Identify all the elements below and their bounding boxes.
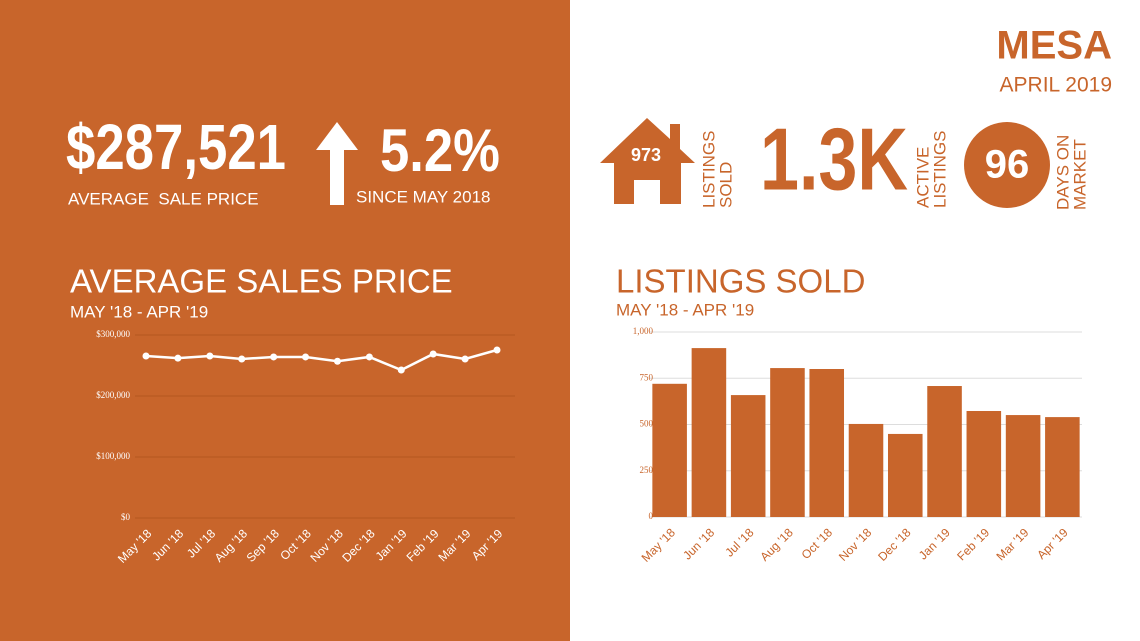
point — [333, 357, 341, 365]
bar — [1005, 415, 1041, 517]
bar — [809, 369, 845, 517]
point — [397, 366, 405, 374]
y-tick-label: $100,000 — [96, 451, 130, 461]
sold-value: 973 — [631, 145, 661, 165]
y-tick-label: $300,000 — [96, 329, 130, 339]
y-tick-label: 1,000 — [633, 326, 654, 336]
active-label: ACTIVE LISTINGS — [913, 131, 949, 208]
point — [302, 353, 310, 361]
days-label-line: MARKET — [1070, 139, 1089, 210]
city: MESA — [996, 24, 1112, 68]
days-value: 96 — [985, 143, 1030, 187]
sold-label-line: SOLD — [716, 162, 735, 208]
bar — [1045, 417, 1080, 517]
price-label: AVERAGE SALE PRICE — [68, 189, 259, 208]
point — [142, 352, 150, 360]
days-circle — [964, 122, 1050, 208]
days-label-line: DAYS ON — [1053, 135, 1072, 210]
bar — [927, 386, 962, 517]
bar — [730, 395, 766, 517]
point — [174, 354, 182, 362]
point — [270, 353, 278, 361]
line — [145, 348, 498, 372]
active-label-line: LISTINGS — [930, 131, 949, 208]
chart-subtitle: MAY '18 - APR '19 — [70, 302, 208, 321]
point — [493, 346, 501, 354]
point — [365, 353, 373, 361]
change-value: 5.2% — [380, 117, 500, 184]
chart-subtitle: MAY '18 - APR '19 — [616, 300, 754, 319]
y-tick-label: 500 — [640, 419, 654, 429]
change-label: SINCE MAY 2018 — [356, 187, 491, 206]
point — [238, 355, 246, 363]
sold-label-line: LISTINGS — [699, 131, 718, 208]
right-panel — [570, 0, 1140, 641]
bar — [691, 348, 727, 517]
bar — [887, 433, 923, 517]
up-arrow — [316, 122, 358, 205]
bar — [770, 368, 805, 517]
date: APRIL 2019 — [1000, 74, 1112, 97]
point — [206, 352, 214, 360]
bar — [848, 423, 884, 517]
days-label: DAYS ON MARKET — [1053, 135, 1089, 210]
y-tick-label: 250 — [640, 465, 654, 475]
point — [429, 350, 437, 358]
active-value: 1.3K — [760, 109, 908, 208]
y-tick-label: 0 — [649, 511, 654, 521]
left-panel — [0, 0, 570, 641]
active-label-line: ACTIVE — [913, 147, 932, 208]
y-tick-label: $200,000 — [96, 390, 130, 400]
sold-label: LISTINGS SOLD — [699, 131, 735, 208]
bar — [652, 383, 687, 517]
y-tick-label: $0 — [121, 512, 131, 522]
house-icon — [600, 118, 695, 204]
y-tick-label: 750 — [640, 372, 654, 382]
price-value: $287,521 — [66, 111, 286, 183]
chart-title: AVERAGE SALES PRICE — [70, 263, 453, 300]
point — [461, 355, 469, 363]
bar — [966, 410, 1002, 517]
chart-title: LISTINGS SOLD — [616, 263, 865, 300]
